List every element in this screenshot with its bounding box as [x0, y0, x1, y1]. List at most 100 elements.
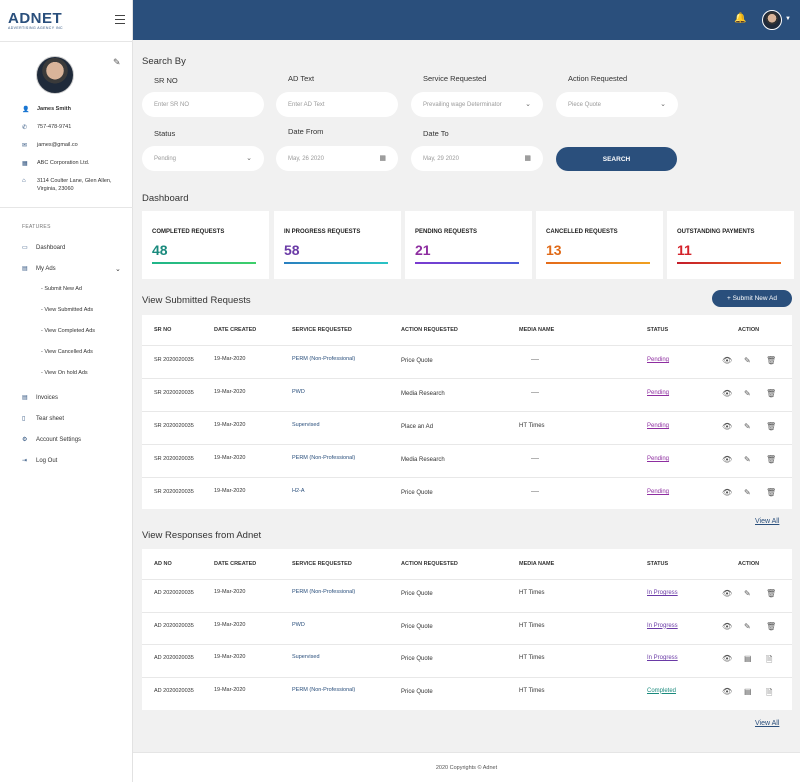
- table-row: AD 2020020035 19-Mar-2020 Supervised Price …: [142, 644, 792, 677]
- nav-account-settings[interactable]: ⚙ Account Settings: [22, 436, 81, 444]
- table-cell-media: HT Times: [519, 687, 545, 694]
- status-link[interactable]: Pending: [647, 423, 670, 429]
- status-select[interactable]: Pending ⌄: [142, 146, 264, 171]
- stat-card-bar: [546, 262, 650, 264]
- action-requested-select[interactable]: Piece Quote ⌄: [556, 92, 678, 117]
- stat-card[interactable]: IN PROGRESS REQUESTS 58: [274, 211, 401, 279]
- delete-icon[interactable]: 🗑: [766, 621, 777, 631]
- search-title: Search By: [142, 56, 186, 67]
- edit-icon[interactable]: ✎: [744, 455, 751, 464]
- delete-icon[interactable]: 🗑: [766, 389, 777, 398]
- table-cell-media: HT Times: [519, 622, 545, 629]
- nav-view-submitted-ads[interactable]: - View Submitted Ads: [41, 307, 94, 313]
- view-icon[interactable]: 👁: [722, 621, 733, 631]
- status-link[interactable]: Pending: [647, 456, 670, 462]
- table-cell-service: Supervised: [292, 654, 320, 660]
- responses-table: AD NO DATE CREATED SERVICE REQUESTED ACTION…: [142, 549, 792, 710]
- stat-card[interactable]: CANCELLED REQUESTS 13: [536, 211, 663, 279]
- table-header: DATE CREATED: [214, 561, 257, 567]
- bell-icon[interactable]: 🔔: [734, 13, 747, 24]
- table-cell-date: 19-Mar-2020: [214, 389, 246, 395]
- stat-card[interactable]: COMPLETED REQUESTS 48: [142, 211, 269, 279]
- delete-icon[interactable]: 🗑: [766, 455, 777, 464]
- delete-icon[interactable]: 🗑: [766, 422, 777, 431]
- profile-avatar: [36, 56, 74, 94]
- status-link[interactable]: In Progress: [647, 590, 678, 596]
- table-cell-action: Price Quote: [401, 490, 433, 496]
- edit-icon[interactable]: ✎: [744, 488, 751, 497]
- view-icon[interactable]: 👁: [722, 686, 733, 696]
- responses-view-all-link[interactable]: View All: [755, 720, 780, 727]
- stat-card[interactable]: OUTSTANDING PAYMENTS 11: [667, 211, 794, 279]
- delete-icon[interactable]: 🗑: [766, 488, 777, 497]
- view-icon[interactable]: 👁: [722, 455, 733, 464]
- stat-card-bar: [677, 262, 781, 264]
- nav-submit-new-ad[interactable]: - Submit New Ad: [41, 286, 82, 292]
- nav-my-ads[interactable]: ▤ My Ads: [22, 265, 56, 273]
- chevron-down-icon[interactable]: ⌄: [115, 266, 121, 273]
- submitted-view-all-link[interactable]: View All: [755, 518, 780, 525]
- edit-icon[interactable]: ✎: [744, 356, 751, 365]
- date-to-input[interactable]: May, 29 2020 ▦: [411, 146, 543, 171]
- profile-name-row: 👤 James Smith: [22, 106, 71, 114]
- nav-invoices[interactable]: ▤ Invoices: [22, 394, 58, 402]
- user-avatar[interactable]: [762, 10, 782, 30]
- status-link[interactable]: Pending: [647, 357, 670, 363]
- edit-icon[interactable]: ✎: [744, 389, 751, 398]
- ad-text-label: AD Text: [288, 74, 315, 83]
- divider: [0, 207, 133, 208]
- nav-tear-sheet-label: Tear sheet: [36, 415, 65, 422]
- nav-view-cancelled-ads[interactable]: - View Cancelled Ads: [41, 349, 93, 355]
- stat-card-value: 58: [284, 242, 300, 258]
- date-to-label: Date To: [423, 129, 449, 138]
- stat-card-label: CANCELLED REQUESTS: [546, 229, 618, 235]
- view-icon[interactable]: 👁: [722, 422, 733, 431]
- service-requested-select[interactable]: Prevailing wage Determinator ⌄: [411, 92, 543, 117]
- logo[interactable]: ADNET ADVERTISING AGENCY INC: [8, 11, 63, 31]
- file-icon[interactable]: 🗎: [766, 687, 773, 697]
- table-cell-date: 19-Mar-2020: [214, 422, 246, 428]
- nav-logout[interactable]: ⇥ Log Out: [22, 457, 57, 465]
- stat-card[interactable]: PENDING REQUESTS 21: [405, 211, 532, 279]
- view-icon[interactable]: 👁: [722, 654, 733, 663]
- table-header: MEDIA NAME: [519, 327, 555, 333]
- delete-icon[interactable]: 🗑: [766, 356, 777, 365]
- status-link[interactable]: Completed: [647, 687, 677, 694]
- nav-tear-sheet[interactable]: ▯ Tear sheet: [22, 415, 65, 423]
- list-icon[interactable]: ▤: [744, 686, 752, 696]
- date-from-input[interactable]: May, 26 2020 ▦: [276, 146, 398, 171]
- view-icon[interactable]: 👁: [722, 356, 733, 365]
- submit-new-ad-button[interactable]: + Submit New Ad: [712, 290, 792, 307]
- view-icon[interactable]: 👁: [722, 589, 733, 598]
- view-icon[interactable]: 👁: [722, 389, 733, 398]
- logout-icon: ⇥: [22, 458, 28, 464]
- search-button[interactable]: SEARCH: [556, 147, 677, 171]
- nav-dashboard[interactable]: ▭ Dashboard: [22, 244, 65, 252]
- status-link[interactable]: Pending: [647, 390, 670, 396]
- edit-profile-icon[interactable]: ✎: [113, 57, 121, 67]
- status-link[interactable]: In Progress: [647, 655, 678, 661]
- nav-view-onhold-ads[interactable]: - View On hold Ads: [41, 370, 88, 376]
- view-icon[interactable]: 👁: [722, 488, 733, 497]
- ad-text-input[interactable]: Enter AD Text: [276, 92, 398, 117]
- sr-no-input[interactable]: Enter SR NO: [142, 92, 264, 117]
- chevron-down-icon[interactable]: ▼: [785, 16, 791, 22]
- status-link[interactable]: In Progress: [647, 622, 678, 629]
- nav-view-completed-ads[interactable]: - View Completed Ads: [41, 328, 96, 334]
- table-cell-service: PWD: [292, 389, 305, 395]
- table-cell-action: Place an Ad: [401, 424, 434, 430]
- edit-icon[interactable]: ✎: [744, 621, 751, 631]
- list-icon[interactable]: ▤: [744, 654, 752, 663]
- hamburger-menu-icon[interactable]: [115, 15, 125, 24]
- status-link[interactable]: Pending: [647, 489, 670, 495]
- delete-icon[interactable]: 🗑: [766, 589, 777, 598]
- table-cell-date: 19-Mar-2020: [214, 621, 246, 628]
- document-icon: ▯: [22, 416, 26, 422]
- edit-icon[interactable]: ✎: [744, 589, 751, 598]
- table-row: SR 2020020035 19-Mar-2020 H2-A Price Quote -…: [142, 477, 792, 510]
- date-to-value: May, 29 2020: [423, 155, 459, 162]
- edit-icon[interactable]: ✎: [744, 422, 751, 431]
- table-cell-action: Price Quote: [401, 591, 433, 597]
- file-icon[interactable]: 🗎: [766, 655, 773, 664]
- table-header: STATUS: [647, 561, 669, 567]
